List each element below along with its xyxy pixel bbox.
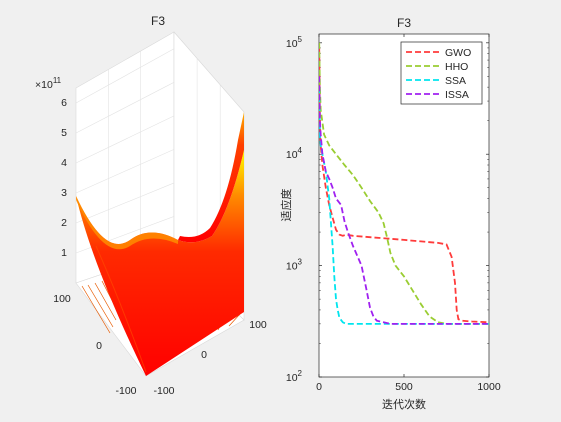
series-line-ssa xyxy=(319,87,489,325)
z-tick-label: 3 xyxy=(61,187,67,199)
surface-inner-highlight xyxy=(95,245,147,373)
z-gridline xyxy=(75,149,175,194)
y-tick-label: 102 xyxy=(286,369,303,384)
z-gridline xyxy=(75,48,175,104)
convergence-panel: F3 0 500 1000 102 103 104 105 GWO HHO SSA ISSA 迭代… xyxy=(279,16,501,411)
legend: GWO HHO SSA ISSA xyxy=(400,41,483,105)
legend-label: SSA xyxy=(445,75,466,87)
z-gridline xyxy=(75,182,175,224)
surface-title: F3 xyxy=(151,14,165,28)
convergence-title: F3 xyxy=(397,16,411,30)
legend-box xyxy=(400,41,483,105)
surface-left-rim xyxy=(76,196,178,250)
legend-label: GWO xyxy=(445,47,471,59)
x-tick-label: 0 xyxy=(316,381,322,393)
surface-body xyxy=(76,150,244,376)
z-tick-label: 6 xyxy=(61,97,67,109)
y3d-tick-label: -100 xyxy=(153,385,174,397)
surface-panel: F3 ×1011 1 2 3 4 5 6 100 0 -100 -100 0 100 xyxy=(35,14,267,397)
z-exponent-label: ×1011 xyxy=(35,76,62,91)
legend-label: HHO xyxy=(445,61,468,73)
series-line-gwo xyxy=(319,47,489,324)
convergence-axes: 0 500 1000 102 103 104 105 xyxy=(286,34,501,393)
x-tick-label: 1000 xyxy=(477,381,501,393)
x-axis-ticks-3d: 100 0 -100 xyxy=(53,293,136,397)
y3d-tick-label: 0 xyxy=(201,349,207,361)
convergence-series xyxy=(319,42,489,325)
z-tick-label: 5 xyxy=(61,127,67,139)
legend-label: ISSA xyxy=(445,89,469,101)
x3d-tick-label: 100 xyxy=(53,293,71,305)
surface-right-rim xyxy=(178,112,244,243)
series-line-issa xyxy=(319,76,489,325)
y3d-tick-label: 100 xyxy=(249,319,267,331)
z-tick-label: 4 xyxy=(61,157,67,169)
y-tick-label: 104 xyxy=(286,146,303,161)
surface-gridlines xyxy=(75,48,221,297)
series-line-hho xyxy=(319,42,489,325)
y-axis-label: 适应度 xyxy=(279,189,293,222)
x-axis-label: 迭代次数 xyxy=(382,397,426,411)
z-gridline xyxy=(75,115,175,164)
x3d-tick-label: -100 xyxy=(115,385,136,397)
y-tick-label: 103 xyxy=(286,258,303,273)
z-axis-ticks: 1 2 3 4 5 6 xyxy=(61,97,67,259)
y-tick-label: 105 xyxy=(286,35,303,50)
z-tick-label: 2 xyxy=(61,217,67,229)
x-tick-label: 500 xyxy=(395,381,413,393)
z-gridline xyxy=(75,82,175,134)
z-tick-label: 1 xyxy=(61,247,67,259)
x3d-tick-label: 0 xyxy=(96,340,102,352)
y-axis-ticks-3d: -100 0 100 xyxy=(153,319,266,397)
